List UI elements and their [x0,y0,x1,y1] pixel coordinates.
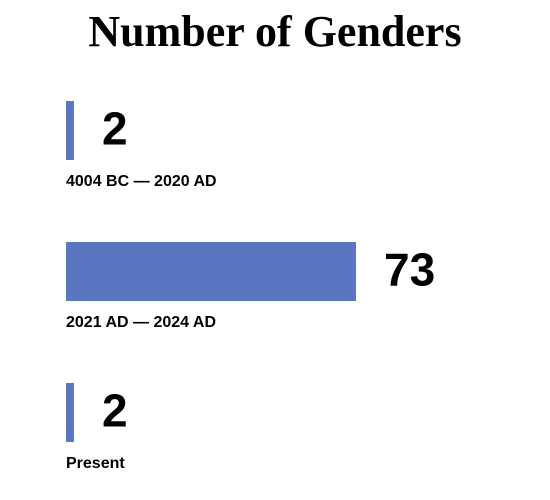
category-label: 2021 AD — 2024 AD [66,314,216,331]
category-label: Present [66,455,125,472]
bar [66,383,74,442]
value-label: 2 [102,385,128,437]
value-label: 73 [384,244,435,296]
bar [66,242,356,301]
value-label: 2 [102,103,128,155]
chart-title: Number of Genders [88,7,461,56]
category-label: 4004 BC — 2020 AD [66,173,217,190]
bar [66,101,74,160]
